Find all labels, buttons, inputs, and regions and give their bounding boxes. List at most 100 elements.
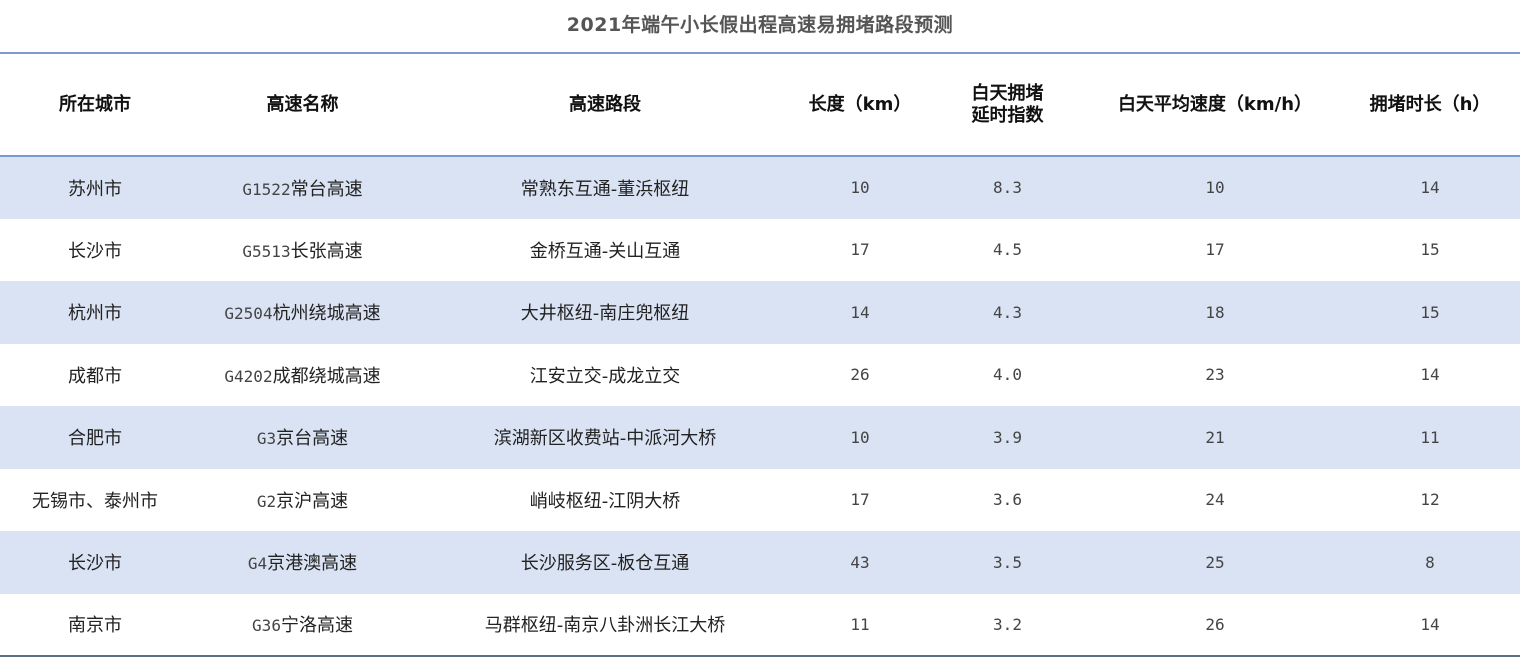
duration-hours: 11 [1420,427,1440,447]
length-length: 26 [850,365,870,385]
duration-cell: 14 [1340,344,1520,407]
duration-hours: 8 [1425,552,1435,572]
duration-hours: 14 [1420,614,1440,634]
avg-speed-cell: 26 [1090,594,1340,657]
section-section: 金桥互通-关山互通 [529,240,681,262]
duration-hours: 12 [1420,490,1440,510]
highway-name-cell: G36宁洛高速 [190,594,415,657]
length-cell: 43 [795,531,925,594]
section-section: 长沙服务区-板仓互通 [520,553,690,575]
section-cell: 马群枢纽-南京八卦洲长江大桥 [415,594,795,657]
length-length: 10 [850,178,870,198]
header-avg-speed: 白天平均速度（km/h） [1090,53,1340,157]
length-cell: 10 [795,156,925,219]
duration-hours: 15 [1420,302,1440,322]
highway-name-cell: G4京港澳高速 [190,531,415,594]
city-city: 长沙市 [68,240,122,262]
delay-index-index: 3.5 [993,552,1022,572]
city-city: 无锡市、泰州市 [32,490,158,512]
highway-name-name: 宁洛高速 [280,615,353,637]
page-title: 2021年端午小长假出程高速易拥堵路段预测 [566,14,954,36]
section-section: 常熟东互通-董浜枢纽 [520,178,690,200]
highway-name-cell: G5513长张高速 [190,219,415,282]
delay-index-cell: 4.0 [925,344,1090,407]
duration-cell: 15 [1340,219,1520,282]
city-city: 成都市 [68,365,122,387]
header-delay-index: 白天拥堵 延时指数 [925,53,1090,157]
avg-speed-cell: 21 [1090,406,1340,469]
delay-index-cell: 3.9 [925,406,1090,469]
table-row: 苏州市 G1522常台高速 常熟东互通-董浜枢纽 10 8.3 10 14 [0,156,1520,219]
length-length: 43 [850,552,870,572]
duration-cell: 15 [1340,281,1520,344]
section-section: 峭岐枢纽-江阴大桥 [529,490,681,512]
section-cell: 滨湖新区收费站-中派河大桥 [415,406,795,469]
header-duration: 拥堵时长（h） [1340,53,1520,157]
avg-speed-speed: 17 [1205,240,1225,260]
section-cell: 江安立交-成龙立交 [415,344,795,407]
congestion-table: 所在城市 高速名称 高速路段 长度（km） 白天拥堵 延时指数 白天平均速度（km… [0,52,1520,657]
avg-speed-speed: 21 [1205,427,1225,447]
highway-name-name: 杭州绕城高速 [272,303,381,325]
highway-name-name: 成都绕城高速 [272,365,381,387]
delay-index-cell: 3.2 [925,594,1090,657]
table-row: 成都市 G4202成都绕城高速 江安立交-成龙立交 26 4.0 23 14 [0,344,1520,407]
header-highway-name: 高速名称 [190,53,415,157]
table-row: 南京市 G36宁洛高速 马群枢纽-南京八卦洲长江大桥 11 3.2 26 14 [0,594,1520,657]
section-cell: 峭岐枢纽-江阴大桥 [415,469,795,532]
city-cell: 成都市 [0,344,190,407]
highway-name-cell: G2504杭州绕城高速 [190,281,415,344]
length-length: 17 [850,240,870,260]
highway-name-cell: G3京台高速 [190,406,415,469]
section-cell: 常熟东互通-董浜枢纽 [415,156,795,219]
highway-name-code: G4202 [224,366,273,386]
section-section: 滨湖新区收费站-中派河大桥 [493,428,717,450]
highway-name-code: G36 [252,616,281,636]
delay-index-index: 4.0 [993,365,1022,385]
table-row: 长沙市 G5513长张高速 金桥互通-关山互通 17 4.5 17 15 [0,219,1520,282]
highway-name-name: 常台高速 [290,178,363,200]
city-cell: 南京市 [0,594,190,657]
duration-hours: 14 [1420,365,1440,385]
highway-name-code: G2 [256,491,277,511]
table-row: 合肥市 G3京台高速 滨湖新区收费站-中派河大桥 10 3.9 21 11 [0,406,1520,469]
table-row: 长沙市 G4京港澳高速 长沙服务区-板仓互通 43 3.5 25 8 [0,531,1520,594]
length-cell: 17 [795,219,925,282]
delay-index-index: 4.3 [993,302,1022,322]
header-city: 所在城市 [0,53,190,157]
delay-index-index: 3.6 [993,490,1022,510]
duration-cell: 8 [1340,531,1520,594]
avg-speed-speed: 26 [1205,614,1225,634]
avg-speed-speed: 10 [1205,178,1225,198]
table-row: 无锡市、泰州市 G2京沪高速 峭岐枢纽-江阴大桥 17 3.6 24 12 [0,469,1520,532]
length-cell: 10 [795,406,925,469]
avg-speed-cell: 25 [1090,531,1340,594]
length-length: 14 [850,302,870,322]
avg-speed-cell: 24 [1090,469,1340,532]
header-length: 长度（km） [795,53,925,157]
duration-cell: 14 [1340,594,1520,657]
duration-hours: 14 [1420,178,1440,198]
delay-index-index: 4.5 [993,240,1022,260]
highway-name-name: 京台高速 [276,428,349,450]
avg-speed-cell: 18 [1090,281,1340,344]
delay-index-cell: 4.5 [925,219,1090,282]
city-city: 杭州市 [68,303,122,325]
section-cell: 长沙服务区-板仓互通 [415,531,795,594]
length-cell: 26 [795,344,925,407]
length-cell: 11 [795,594,925,657]
delay-index-cell: 3.6 [925,469,1090,532]
section-section: 马群枢纽-南京八卦洲长江大桥 [484,615,726,637]
length-length: 11 [850,614,870,634]
section-cell: 金桥互通-关山互通 [415,219,795,282]
duration-cell: 14 [1340,156,1520,219]
highway-name-cell: G1522常台高速 [190,156,415,219]
highway-name-name: 长张高速 [290,240,363,262]
city-city: 合肥市 [68,428,122,450]
city-cell: 合肥市 [0,406,190,469]
duration-cell: 12 [1340,469,1520,532]
header-delay-index-line1: 白天拥堵 [971,82,1044,104]
highway-name-code: G3 [256,429,277,449]
section-cell: 大井枢纽-南庄兜枢纽 [415,281,795,344]
avg-speed-speed: 25 [1205,552,1225,572]
